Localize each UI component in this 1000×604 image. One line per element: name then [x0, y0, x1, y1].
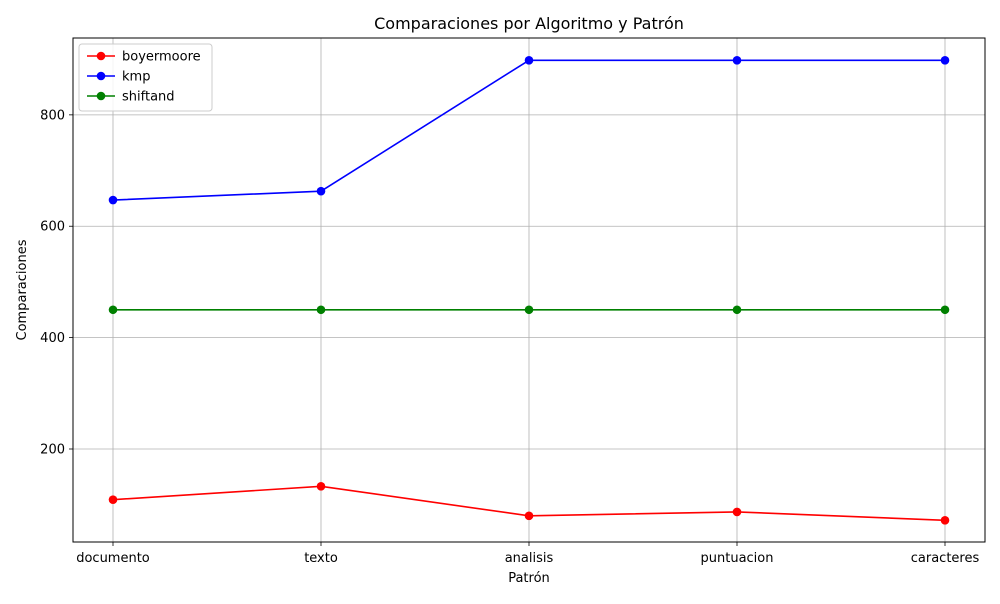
y-axis-label: Comparaciones: [15, 239, 30, 340]
legend-label: kmp: [122, 70, 150, 85]
data-point-boyermoore: [108, 495, 118, 504]
axis-ticks: documento texto analisis puntuacion caracter…: [40, 108, 979, 566]
data-point-shiftand: [732, 305, 742, 315]
data-point-shiftand: [940, 305, 950, 315]
data-point-kmp: [316, 186, 326, 196]
y-tick-label: 800: [40, 108, 65, 123]
data-point-kmp: [108, 195, 118, 205]
data-point-boyermoore: [316, 482, 326, 491]
data-point-kmp: [732, 55, 742, 65]
x-axis-label: Patrón: [508, 571, 550, 586]
x-tick-label: caracteres: [911, 551, 980, 566]
legend-label: shiftand: [122, 90, 175, 105]
legend: boyermoore kmp shiftand: [78, 43, 213, 112]
data-point-shiftand: [108, 305, 118, 315]
grid-lines: [73, 38, 985, 542]
data-point-boyermoore: [940, 515, 950, 525]
legend-label: boyermoore: [122, 50, 201, 65]
data-point-shiftand: [316, 305, 326, 315]
y-tick-label: 600: [40, 220, 65, 235]
data-point-boyermoore: [524, 511, 534, 521]
x-tick-label: texto: [304, 551, 338, 566]
chart-title: Comparaciones por Algoritmo y Patrón: [374, 14, 684, 33]
legend-box: [78, 43, 213, 112]
y-tick-label: 200: [40, 442, 65, 457]
series-layer: [108, 55, 950, 525]
x-tick-label: puntuacion: [701, 551, 774, 566]
y-tick-label: 400: [40, 331, 65, 346]
data-point-kmp: [524, 55, 534, 65]
x-tick-label: documento: [76, 551, 150, 566]
data-point-kmp: [940, 55, 950, 65]
data-point-shiftand: [524, 305, 534, 315]
legend-marker-shiftand: [96, 91, 106, 101]
legend-marker-boyermoore: [96, 51, 106, 61]
data-point-boyermoore: [732, 507, 742, 517]
x-tick-label: analisis: [505, 551, 554, 566]
legend-marker-kmp: [96, 71, 106, 81]
